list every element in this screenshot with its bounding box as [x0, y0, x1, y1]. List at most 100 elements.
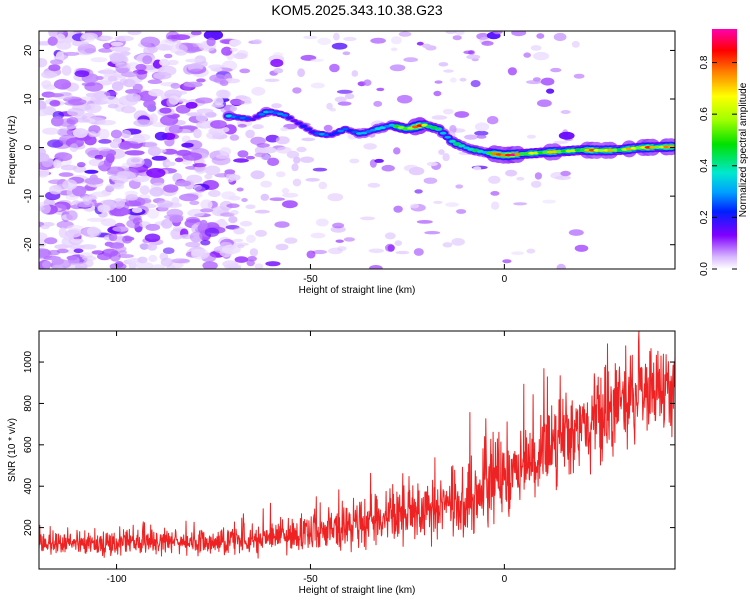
- heatmap-cell: [91, 250, 105, 255]
- heatmap-cell: [200, 208, 214, 213]
- heatmap-cell: [246, 234, 256, 243]
- heatmap-cell: [51, 264, 64, 269]
- heatmap-cell: [272, 52, 284, 58]
- heatmap-cell: [451, 238, 465, 246]
- heatmap-cell: [488, 175, 501, 184]
- heatmap-cell: [513, 202, 527, 206]
- heatmap-ridge-cell: [425, 125, 433, 128]
- heatmap-cell: [233, 238, 244, 243]
- heatmap-cell: [41, 80, 52, 88]
- colorbar-gradient: [712, 29, 737, 269]
- heatmap-cell: [97, 128, 110, 140]
- heatmap-cell: [125, 88, 142, 95]
- heatmap-cell: [56, 40, 72, 50]
- heatmap-cell: [387, 244, 395, 252]
- heatmap-cell: [185, 241, 201, 248]
- heatmap-cell: [39, 206, 45, 211]
- heatmap-cell: [174, 90, 188, 95]
- heatmap-cell: [267, 157, 280, 166]
- heatmap-cell: [150, 264, 166, 269]
- heatmap-cell: [219, 200, 233, 211]
- heatmap-cell: [310, 232, 326, 239]
- heatmap-cell: [163, 184, 179, 193]
- snr-ytick-label: 1000: [23, 350, 34, 373]
- heatmap-cell: [333, 32, 340, 41]
- heatmap-ridge-cell: [286, 116, 293, 120]
- heatmap-cell: [476, 135, 487, 139]
- snr-frame: [38, 330, 676, 570]
- heatmap-cell: [64, 229, 82, 238]
- heatmap-cell: [292, 87, 302, 94]
- heatmap-cell: [110, 129, 122, 139]
- heatmap-cell: [384, 232, 396, 240]
- heatmap-cell: [90, 57, 108, 63]
- heatmap-cell: [310, 82, 325, 89]
- heatmap-cell: [240, 220, 252, 227]
- heatmap-cell: [438, 62, 449, 67]
- heatmap-cell: [210, 67, 223, 72]
- heatmap-cell: [234, 256, 249, 263]
- heatmap-cell: [109, 262, 127, 269]
- heatmap-cell: [390, 47, 398, 52]
- heatmap-cell: [343, 237, 355, 242]
- heatmap-cell: [491, 201, 500, 210]
- heatmap-cell: [546, 88, 555, 94]
- heatmap-cell: [431, 115, 448, 120]
- snr-ticks: -100 -50 0 200 400 600 800 1000: [23, 331, 675, 585]
- heatmap-cell: [70, 238, 84, 244]
- heatmap-cell: [171, 258, 190, 264]
- heatmap-cell: [229, 39, 242, 46]
- heatmap-cell: [66, 225, 84, 230]
- heatmap-cell: [556, 263, 566, 269]
- heatmap-cell: [369, 265, 383, 269]
- heatmap-cell: [84, 48, 96, 54]
- heatmap-cell: [61, 65, 72, 76]
- spectrogram-frame: [38, 30, 676, 270]
- heatmap-cell: [413, 248, 424, 256]
- heatmap-cell: [67, 98, 87, 106]
- heatmap-cell: [254, 263, 264, 269]
- heatmap-cell: [121, 129, 132, 139]
- heatmap-cell: [233, 52, 248, 60]
- heatmap-cell: [203, 31, 224, 41]
- heatmap-cell: [120, 71, 139, 78]
- heatmap-cell: [282, 200, 298, 209]
- heatmap-cell: [196, 78, 206, 83]
- heatmap-cell: [271, 103, 282, 109]
- heatmap-cell: [193, 128, 202, 139]
- heatmap-cell: [284, 237, 298, 244]
- heatmap-cell: [200, 199, 213, 210]
- heatmap-ridge-cell: [342, 127, 349, 131]
- heatmap-cell: [77, 162, 86, 168]
- heatmap-cell: [115, 245, 127, 253]
- heatmap-cell: [523, 52, 531, 58]
- heatmap-cell: [86, 217, 107, 222]
- heatmap-cell: [332, 222, 345, 229]
- heatmap-cell: [260, 180, 272, 188]
- heatmap-cell: [208, 189, 221, 198]
- heatmap-cell: [329, 63, 340, 73]
- heatmap-cell: [363, 79, 372, 86]
- heatmap-cell: [151, 155, 167, 161]
- heatmap-cell: [454, 111, 470, 118]
- heatmap-cell: [260, 193, 270, 201]
- heatmap-cell: [100, 35, 114, 41]
- heatmap-cell: [48, 64, 61, 72]
- heatmap-cell: [571, 40, 580, 48]
- heatmap-cell: [97, 147, 111, 152]
- heatmap-cell: [276, 146, 292, 154]
- heatmap-cell: [44, 237, 58, 245]
- heatmap-cell: [433, 90, 442, 97]
- heatmap-cell: [132, 176, 150, 183]
- heatmap-cell: [336, 89, 353, 94]
- heatmap-cell: [226, 203, 240, 208]
- heatmap-cell: [183, 81, 203, 88]
- heatmap-cell: [84, 169, 99, 174]
- heatmap-cell: [121, 141, 139, 146]
- snr-ytick-label: 200: [23, 519, 34, 536]
- heatmap-cell: [151, 148, 167, 154]
- colorbar-tick-label: 0.0: [699, 262, 710, 276]
- heatmap-cell: [568, 229, 584, 236]
- heatmap-ridge-cell: [328, 133, 335, 137]
- heatmap-cell: [144, 233, 161, 243]
